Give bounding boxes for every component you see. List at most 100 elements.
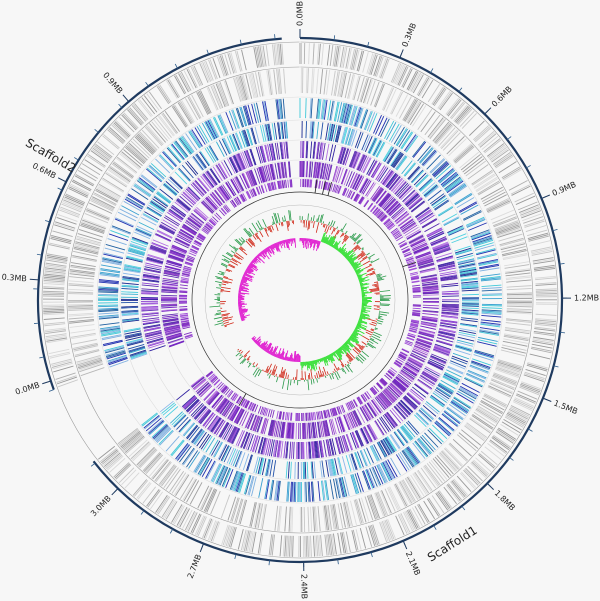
feature: [277, 480, 281, 501]
feature: [501, 347, 526, 354]
feature: [421, 315, 438, 319]
gc-skew: [352, 332, 357, 337]
feature: [503, 419, 522, 431]
gc-content: [266, 368, 269, 373]
feature: [398, 353, 407, 359]
feature: [383, 218, 391, 225]
feature: [257, 532, 263, 554]
feature: [190, 513, 201, 533]
feature: [393, 406, 406, 420]
feature: [221, 138, 231, 155]
feature: [98, 308, 119, 311]
feature: [210, 217, 218, 224]
gc-skew: [359, 282, 362, 284]
feature: [94, 145, 112, 159]
gc-content: [351, 244, 359, 251]
feature: [91, 197, 115, 210]
gc-skew: [240, 281, 249, 285]
gc-skew: [309, 361, 311, 366]
feature: [326, 44, 331, 66]
gc-skew: [238, 308, 248, 312]
feature: [512, 401, 533, 412]
gc-skew: [315, 240, 318, 244]
gc-content: [307, 220, 310, 231]
ring-border: [139, 139, 461, 461]
feature: [511, 185, 531, 196]
feature: [246, 191, 251, 199]
feature: [316, 440, 320, 458]
gc-skew: [342, 251, 346, 256]
feature: [436, 257, 454, 263]
feature: [361, 406, 371, 421]
feature: [370, 388, 376, 395]
feature: [310, 422, 313, 439]
feature: [367, 203, 374, 211]
feature: [336, 417, 343, 433]
feature: [45, 265, 67, 270]
gc-skew: [242, 277, 253, 282]
feature: [145, 168, 162, 183]
feature: [142, 276, 160, 281]
feature: [145, 331, 162, 337]
feature: [333, 101, 339, 122]
feature: [250, 415, 258, 431]
feature: [492, 375, 516, 387]
feature: [190, 403, 203, 417]
feature: [169, 470, 185, 493]
feature: [253, 415, 260, 432]
feature: [174, 201, 189, 213]
gc-content: [240, 246, 246, 252]
feature: [323, 69, 328, 95]
feature: [333, 407, 338, 416]
feature: [459, 327, 477, 332]
minor-tick: [234, 553, 237, 560]
feature: [396, 429, 408, 444]
feature: [455, 345, 472, 351]
feature: [126, 338, 143, 344]
feature: [418, 437, 433, 454]
feature: [169, 251, 185, 259]
gc-content: [357, 354, 365, 362]
gc-skew: [261, 251, 267, 258]
gc-skew: [352, 263, 358, 268]
feature: [156, 192, 171, 203]
gc-content: [221, 312, 230, 316]
feature: [253, 103, 260, 123]
feature: [204, 148, 215, 163]
feature: [426, 498, 440, 517]
feature: [223, 446, 232, 463]
gc-skew: [317, 241, 321, 249]
feature: [503, 334, 529, 340]
feature: [161, 287, 178, 290]
feature: [285, 461, 288, 479]
feature: [477, 254, 497, 260]
feature: [230, 178, 240, 194]
gc-content: [377, 317, 384, 320]
feature: [269, 459, 274, 477]
feature: [123, 200, 142, 212]
feature: [374, 56, 383, 77]
feature: [290, 481, 292, 502]
feature: [383, 218, 390, 225]
feature: [402, 249, 411, 254]
feature: [236, 176, 245, 191]
feature: [317, 535, 320, 557]
feature: [164, 266, 181, 271]
gc-content: [223, 321, 229, 325]
feature: [418, 147, 433, 163]
feature: [250, 148, 257, 166]
feature: [180, 278, 189, 281]
feature: [278, 506, 282, 532]
feature: [443, 373, 460, 383]
feature: [121, 309, 139, 312]
feature: [401, 160, 413, 175]
feature: [404, 395, 418, 408]
feature: [52, 230, 73, 237]
feature: [384, 520, 393, 540]
feature: [380, 58, 389, 79]
gc-skew: [259, 342, 264, 348]
feature: [154, 234, 171, 242]
feature: [350, 151, 358, 168]
feature: [289, 422, 292, 439]
feature: [430, 459, 448, 480]
